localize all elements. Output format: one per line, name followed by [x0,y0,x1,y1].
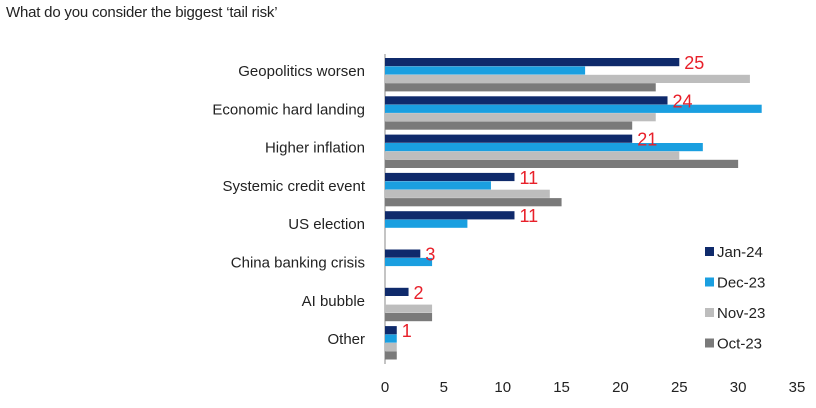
bar-geopolitics-worsen-jan-24 [385,58,680,67]
data-label-ai-bubble: 2 [414,283,424,303]
bar-geopolitics-worsen-nov-23 [385,74,750,83]
legend-swatch-nov-23 [705,308,714,317]
bar-other-dec-23 [385,334,397,343]
bar-higher-inflation-oct-23 [385,159,739,168]
x-tick-label-25: 25 [671,379,688,396]
bar-geopolitics-worsen-dec-23 [385,66,586,75]
legend-swatch-jan-24 [705,247,714,256]
legend-label-dec-23: Dec-23 [717,275,765,292]
bar-us-election-jan-24 [385,211,515,220]
category-label-ai-bubble: AI bubble [302,293,365,310]
legend-swatch-dec-23 [705,277,714,287]
x-tick-label-5: 5 [440,379,448,396]
x-tick-label-20: 20 [612,379,629,396]
bar-higher-inflation-dec-23 [385,143,703,152]
bar-geopolitics-worsen-oct-23 [385,83,656,92]
bar-systemic-credit-event-nov-23 [385,189,550,198]
data-label-china-banking-crisis: 3 [425,245,435,265]
data-label-other: 1 [402,321,412,341]
data-label-economic-hard-landing: 24 [673,91,693,111]
x-tick-label-30: 30 [730,379,747,396]
x-tick-label-15: 15 [553,379,570,396]
category-label-economic-hard-landing: Economic hard landing [212,101,365,118]
bar-systemic-credit-event-oct-23 [385,198,562,207]
legend-label-nov-23: Nov-23 [717,305,765,322]
data-label-systemic-credit-event: 11 [519,168,538,188]
bar-us-election-dec-23 [385,219,468,228]
bar-systemic-credit-event-jan-24 [385,172,515,182]
bar-ai-bubble-jan-24 [385,287,409,296]
bar-china-banking-crisis-dec-23 [385,257,433,267]
x-tick-label-35: 35 [789,379,806,396]
bar-systemic-credit-event-dec-23 [385,181,491,190]
bar-ai-bubble-nov-23 [385,304,433,313]
bar-economic-hard-landing-oct-23 [385,121,633,130]
category-label-geopolitics-worsen: Geopolitics worsen [238,63,365,80]
bar-other-jan-24 [385,326,397,335]
bar-higher-inflation-jan-24 [385,134,633,143]
data-label-higher-inflation: 21 [637,130,657,150]
bar-ai-bubble-oct-23 [385,313,433,322]
category-label-other: Other [327,331,365,348]
category-label-us-election: US election [288,216,365,233]
legend-swatch-oct-23 [705,338,714,348]
bar-other-oct-23 [385,351,397,360]
category-label-china-banking-crisis: China banking crisis [231,255,365,272]
bar-other-nov-23 [385,342,397,352]
chart-title: What do you consider the biggest ‘tail r… [6,4,278,21]
category-label-higher-inflation: Higher inflation [265,140,365,157]
bar-higher-inflation-nov-23 [385,151,680,160]
x-tick-label-10: 10 [494,379,511,396]
x-tick-label-0: 0 [381,379,389,396]
legend-label-oct-23: Oct-23 [717,336,762,353]
legend-label-jan-24: Jan-24 [717,244,763,261]
data-label-us-election: 11 [519,206,538,226]
data-label-geopolitics-worsen: 25 [684,53,704,73]
bar-economic-hard-landing-jan-24 [385,96,668,105]
category-label-systemic-credit-event: Systemic credit event [222,178,365,195]
bar-china-banking-crisis-jan-24 [385,249,421,258]
bar-economic-hard-landing-nov-23 [385,113,656,122]
bar-economic-hard-landing-dec-23 [385,104,762,113]
